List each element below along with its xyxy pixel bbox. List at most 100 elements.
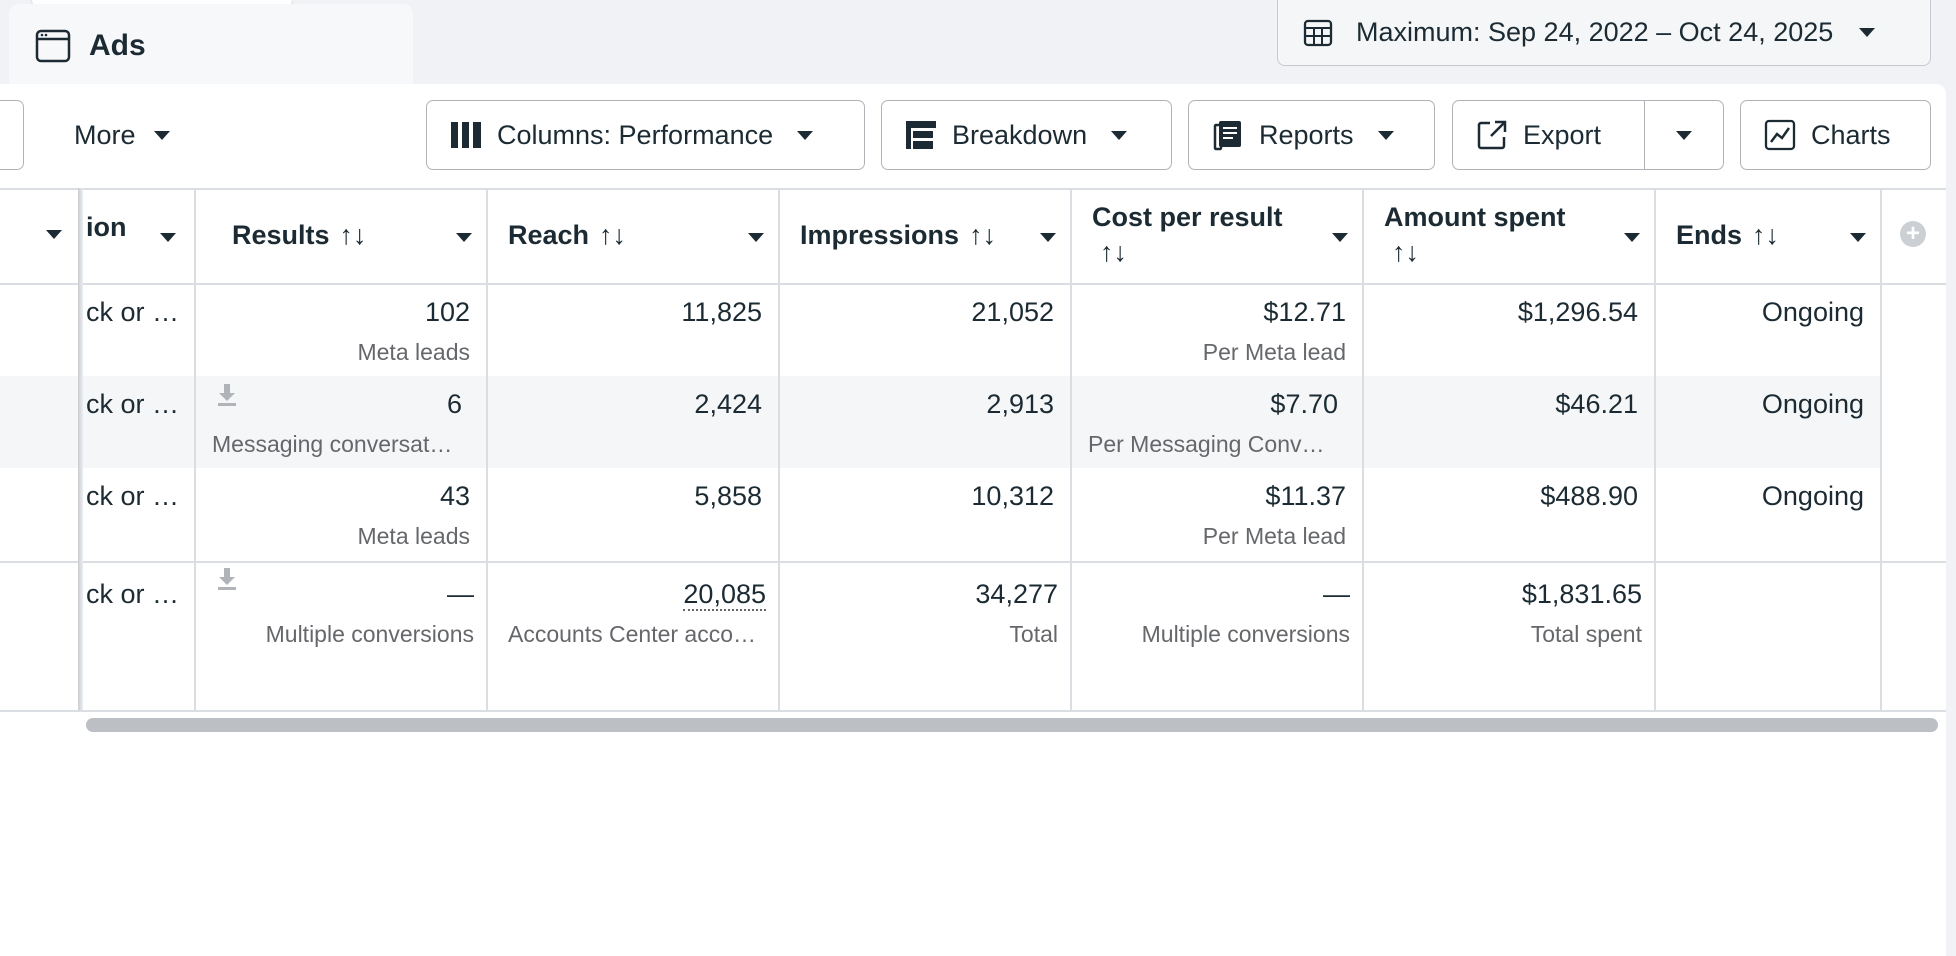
- reach-value: 2,424: [694, 389, 762, 419]
- cost-value: $7.70: [1270, 389, 1338, 419]
- amount-spent-value: $1,296.54: [1517, 297, 1638, 327]
- charts-button[interactable]: Charts: [1740, 100, 1931, 170]
- divider: [0, 283, 1946, 285]
- divider: [0, 188, 1946, 190]
- column-divider: [486, 188, 488, 710]
- column-header-label: ion: [86, 211, 127, 242]
- calendar-table-icon: [1302, 17, 1334, 49]
- ends-value: Ongoing: [1761, 481, 1864, 511]
- cost-total: —: [1323, 579, 1350, 609]
- amount-spent-total: $1,831.65: [1521, 579, 1642, 609]
- column-header-results[interactable]: Results ↑↓: [196, 188, 486, 282]
- reports-label: Reports: [1259, 119, 1354, 150]
- export-dropdown-button[interactable]: [1644, 100, 1724, 170]
- download-icon: [218, 568, 236, 590]
- chevron-down-icon: [1624, 233, 1640, 242]
- sort-icon[interactable]: ↑↓: [339, 219, 367, 250]
- chevron-down-icon: [1040, 233, 1056, 242]
- column-header-amount-spent[interactable]: Amount spent ↑↓: [1364, 188, 1654, 282]
- browser-window-icon: [35, 28, 71, 64]
- sort-icon[interactable]: ↑↓: [1100, 237, 1127, 267]
- results-subtext: Meta leads: [357, 523, 470, 549]
- amount-spent-value: $46.21: [1555, 389, 1638, 419]
- row-partial-cell: ck or …: [86, 297, 180, 327]
- column-header-label: Impressions: [800, 219, 960, 250]
- chevron-down-icon: [1111, 130, 1128, 140]
- sort-icon[interactable]: ↑↓: [1392, 237, 1419, 267]
- impressions-value: 21,052: [971, 297, 1054, 327]
- chevron-down-icon: [456, 233, 472, 242]
- sort-icon[interactable]: ↑↓: [599, 219, 627, 250]
- column-header-label: Cost per result: [1092, 202, 1283, 232]
- frozen-column-shadow: [78, 188, 83, 710]
- reports-button[interactable]: Reports: [1188, 100, 1435, 170]
- horizontal-scrollbar[interactable]: [86, 718, 1938, 732]
- chevron-down-icon: [153, 130, 170, 140]
- results-value: 102: [424, 297, 470, 327]
- divider: [0, 561, 1946, 563]
- row-partial-cell: ck or …: [86, 579, 180, 609]
- more-button[interactable]: More: [74, 100, 170, 170]
- column-divider: [1880, 188, 1882, 710]
- reach-total[interactable]: 20,085: [488, 579, 766, 611]
- chart-icon: [1763, 118, 1797, 152]
- date-range-picker[interactable]: Maximum: Sep 24, 2022 – Oct 24, 2025: [1277, 0, 1931, 66]
- ends-value: Ongoing: [1761, 297, 1864, 327]
- column-divider: [778, 188, 780, 710]
- row-partial-cell: ck or …: [86, 481, 180, 511]
- reach-value: 11,825: [681, 297, 762, 327]
- breakdown-button[interactable]: Breakdown: [881, 100, 1172, 170]
- chevron-down-icon: [1377, 130, 1394, 140]
- results-value: 43: [439, 481, 470, 511]
- breakdown-icon: [904, 118, 938, 152]
- toolbar: More Columns: Performance Breakdown Repo…: [0, 84, 1946, 188]
- column-header-impressions[interactable]: Impressions ↑↓: [780, 188, 1070, 282]
- partial-left-button[interactable]: [0, 100, 24, 170]
- chevron-down-icon: [797, 130, 814, 140]
- amount-spent-value: $488.90: [1540, 481, 1638, 511]
- more-label: More: [74, 119, 136, 150]
- export-button[interactable]: Export: [1452, 100, 1646, 170]
- cost-subtext: Per Meta lead: [1202, 339, 1346, 365]
- reach-total-value: 20,085: [683, 579, 766, 611]
- charts-label: Charts: [1811, 119, 1891, 150]
- cost-subtext: Per Meta lead: [1202, 523, 1346, 549]
- column-header-label: Reach: [508, 219, 590, 250]
- export-icon: [1475, 118, 1509, 152]
- cost-value: $11.37: [1265, 481, 1346, 511]
- ends-value: Ongoing: [1761, 389, 1864, 419]
- results-total-subtext: Multiple conversions: [265, 621, 474, 647]
- column-menu-chevron-icon[interactable]: [46, 230, 62, 239]
- results-subtext: Meta leads: [357, 339, 470, 365]
- column-header-partial[interactable]: ion: [86, 188, 194, 282]
- column-header-ends[interactable]: Ends ↑↓: [1656, 188, 1880, 282]
- impressions-value: 10,312: [971, 481, 1054, 511]
- row-partial-cell: ck or …: [86, 389, 180, 419]
- cost-total-subtext: Multiple conversions: [1141, 621, 1350, 647]
- columns-button[interactable]: Columns: Performance: [426, 100, 865, 170]
- results-subtext: Messaging conversat…: [212, 431, 453, 457]
- plus-circle-icon[interactable]: +: [1900, 221, 1926, 247]
- table-row-highlight: [0, 376, 1880, 468]
- sort-icon[interactable]: ↑↓: [969, 219, 997, 250]
- breakdown-label: Breakdown: [952, 119, 1088, 150]
- chevron-down-icon: [1850, 233, 1866, 242]
- columns-icon: [449, 118, 483, 152]
- export-label: Export: [1523, 119, 1602, 150]
- chevron-down-icon: [1676, 130, 1692, 140]
- column-divider: [1362, 188, 1364, 710]
- column-divider: [194, 188, 196, 710]
- impressions-value: 2,913: [986, 389, 1054, 419]
- results-total: —: [447, 579, 474, 609]
- date-range-label: Maximum: Sep 24, 2022 – Oct 24, 2025: [1356, 17, 1834, 47]
- ads-tab[interactable]: Ads: [9, 4, 413, 88]
- column-header-label: Results: [232, 219, 330, 250]
- reach-value: 5,858: [694, 481, 762, 511]
- chevron-down-icon: [160, 233, 176, 242]
- chevron-down-icon: [1859, 28, 1876, 37]
- results-value: 6: [446, 389, 462, 419]
- sort-icon[interactable]: ↑↓: [1752, 219, 1780, 250]
- column-header-reach[interactable]: Reach ↑↓: [488, 188, 778, 282]
- column-header-cost-per-result[interactable]: Cost per result ↑↓: [1072, 188, 1362, 282]
- cost-value: $12.71: [1263, 297, 1346, 327]
